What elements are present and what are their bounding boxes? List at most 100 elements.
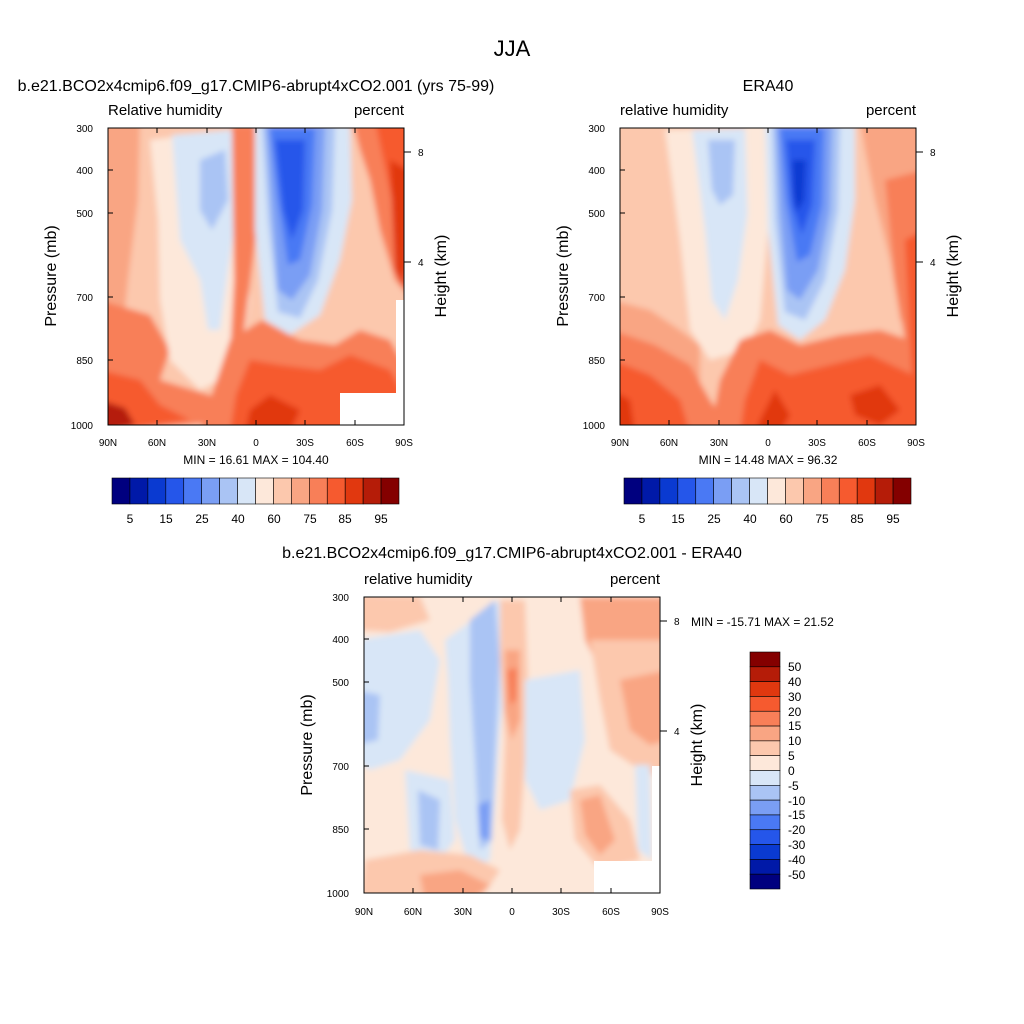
panel-model: b.e21.BCO2x4cmip6.f09_g17.CMIP6-abrupt4x… <box>18 78 495 526</box>
colorbar-label: 40 <box>231 512 245 526</box>
colorbar-label: 5 <box>127 512 134 526</box>
y-tick-label: 500 <box>332 678 349 689</box>
neg-column-core <box>470 600 500 850</box>
left-string: relative humidity <box>620 102 729 119</box>
colorbar-label: 40 <box>743 512 757 526</box>
right-string: percent <box>866 102 917 119</box>
colorbar-swatch <box>344 477 364 505</box>
colorbar-swatch <box>749 681 781 697</box>
x-tick-label: 30S <box>808 438 826 449</box>
y-tick: 700 <box>332 762 369 773</box>
height-tick-label: 8 <box>930 148 936 159</box>
y-tick-label: 700 <box>76 293 93 304</box>
colorbar-swatch <box>749 477 768 505</box>
colorbar <box>749 651 781 890</box>
x-tick: 90N <box>99 128 117 449</box>
y-tick: 850 <box>332 825 369 836</box>
x-tick: 30N <box>454 597 472 918</box>
y-tick: 500 <box>588 209 625 220</box>
colorbar-swatch <box>129 477 149 505</box>
colorbar-label: 75 <box>815 512 829 526</box>
colorbar-swatch <box>767 477 786 505</box>
x-tick: 30S <box>552 597 570 918</box>
colorbar-swatch <box>201 477 220 505</box>
x-tick: 90N <box>611 128 629 449</box>
colorbar-swatch <box>749 785 781 801</box>
colorbar-label: -40 <box>788 853 806 867</box>
colorbar <box>623 477 912 505</box>
dry-east-max <box>792 160 806 212</box>
min-max-stats: MIN = -15.71 MAX = 21.52 <box>691 615 834 629</box>
neg-east <box>525 670 585 810</box>
height-tick: 8 <box>916 148 936 159</box>
colorbar-label: -10 <box>788 794 806 808</box>
y-axis-right-label: Height (km) <box>433 235 450 318</box>
x-tick: 60N <box>148 128 166 449</box>
colorbar-label: 75 <box>303 512 317 526</box>
right-string: percent <box>354 102 405 119</box>
y-tick-label: 400 <box>332 635 349 646</box>
colorbar-label: 25 <box>707 512 721 526</box>
pos-top-left <box>364 597 430 632</box>
y-axis-label: Pressure (mb) <box>299 694 316 795</box>
min-max-stats: MIN = 16.61 MAX = 104.40 <box>183 453 329 467</box>
y-tick-label: 700 <box>332 762 349 773</box>
colorbar-labels: 50 40 30 20 15 10 5 0 -5 -10 -15 -20 -30… <box>788 660 806 882</box>
x-tick-label: 90S <box>395 438 413 449</box>
y-tick: 400 <box>332 635 369 646</box>
terrain-mask <box>594 861 660 893</box>
itcz-plume <box>742 128 770 340</box>
figure-title: JJA <box>494 36 531 61</box>
colorbar-label: -50 <box>788 868 806 882</box>
colorbar-swatch <box>677 477 697 505</box>
moist-left <box>620 128 660 338</box>
x-tick-label: 90N <box>355 907 373 918</box>
colorbar-swatch <box>237 477 256 505</box>
y-tick-label: 1000 <box>71 421 94 432</box>
x-tick: 90S <box>907 128 925 449</box>
height-ticks: 8 4 <box>404 148 424 269</box>
terrain-mask <box>652 766 660 861</box>
moist-left-core <box>108 372 190 425</box>
moist-east-core <box>885 172 916 352</box>
x-tick-label: 60S <box>858 438 876 449</box>
colorbar-swatch <box>749 859 781 875</box>
colorbar-swatch <box>749 814 781 831</box>
height-tick-label: 8 <box>674 617 680 628</box>
colorbar-label: 15 <box>788 719 802 733</box>
moist-left-max <box>108 402 135 425</box>
colorbar-label: -5 <box>788 779 799 793</box>
y-tick: 300 <box>588 124 625 135</box>
x-tick: 60N <box>404 597 422 918</box>
y-ticks: 300 400 500 700 850 1000 <box>583 124 625 432</box>
height-tick-label: 4 <box>674 727 680 738</box>
panel-title: b.e21.BCO2x4cmip6.f09_g17.CMIP6-abrupt4x… <box>282 545 742 562</box>
colorbar-swatch <box>362 477 382 505</box>
x-tick: 60S <box>858 128 876 449</box>
height-tick: 8 <box>660 617 680 628</box>
y-tick: 850 <box>76 356 113 367</box>
colorbar-label: -30 <box>788 838 806 852</box>
x-tick-label: 30S <box>552 907 570 918</box>
colorbar-label: -20 <box>788 823 806 837</box>
y-ticks: 300 400 500 700 850 1000 <box>71 124 113 432</box>
colorbar-label: -15 <box>788 808 806 822</box>
x-tick-label: 90S <box>651 907 669 918</box>
colorbar-swatch <box>309 477 328 505</box>
colorbar-swatch <box>838 477 858 505</box>
moist-east-max <box>905 234 916 384</box>
pos-east-mid <box>590 640 660 778</box>
x-ticks: 90N 60N 30N 0 30S 60S 90S <box>611 128 925 449</box>
colorbar-swatch <box>785 477 804 505</box>
colorbar-label: 95 <box>886 512 900 526</box>
y-tick-label: 500 <box>588 209 605 220</box>
colorbar-label: 60 <box>267 512 281 526</box>
y-tick-label: 500 <box>76 209 93 220</box>
surface-max <box>246 395 300 425</box>
y-tick: 850 <box>588 356 625 367</box>
neg-west <box>364 630 440 770</box>
height-ticks: 8 4 <box>916 148 936 269</box>
colorbar-swatch <box>111 477 131 505</box>
neg-west-core <box>364 691 380 744</box>
